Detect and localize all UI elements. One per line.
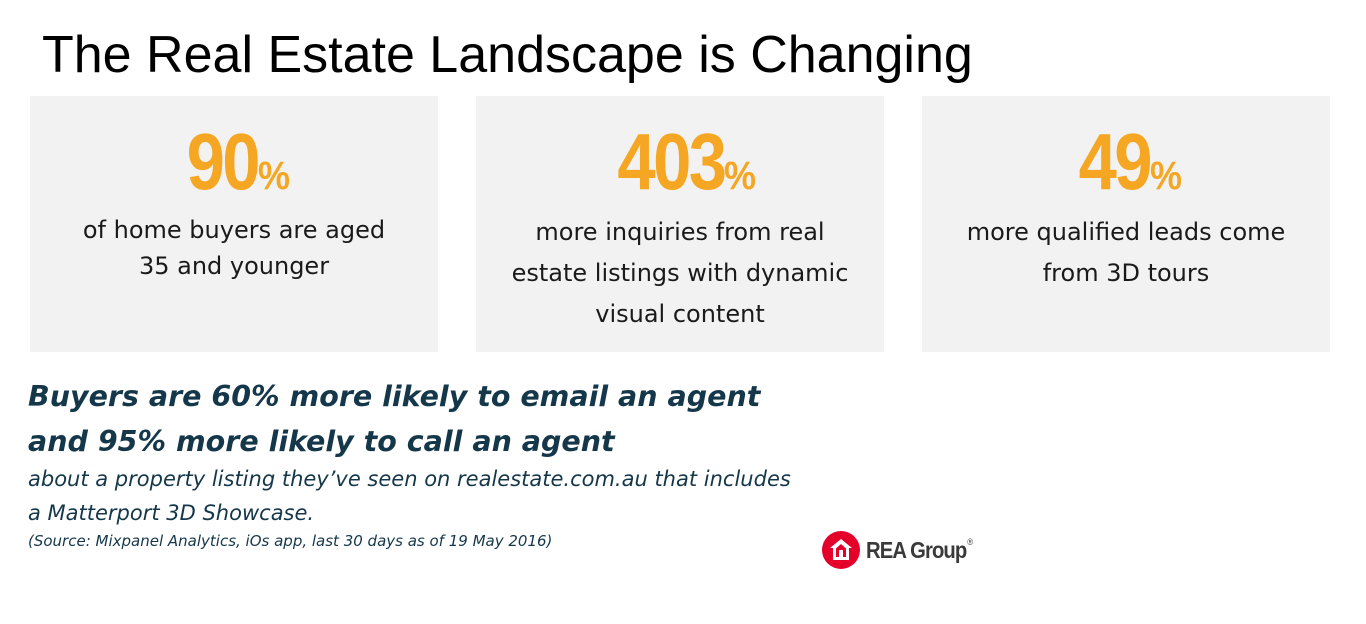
stat-value: 49% [922,122,1330,202]
stat-number: 49 [1078,117,1152,206]
stat-description-line: more inquiries from real [535,218,825,246]
logo-text: REA Group® [866,536,973,564]
stat-unit: % [724,154,757,198]
subtext: about a property listing they’ve seen on… [28,462,791,530]
subtext-line: a Matterport 3D Showcase. [28,501,315,525]
stat-number: 90 [186,117,260,206]
headline-line: Buyers are 60% more likely to email an a… [28,380,761,413]
registered-mark: ® [967,536,973,547]
stat-description-line: visual content [595,300,765,328]
stat-card-inquiries: 403% more inquiries from real estate lis… [476,96,884,352]
stat-description: more qualified leads come from 3D tours [946,212,1306,294]
stat-value: 403% [476,122,884,202]
stat-description-line: 35 and younger [138,252,330,280]
stat-number: 403 [617,117,727,206]
stat-description-line: more qualified leads come [966,218,1286,246]
rea-group-logo: REA Group® [822,530,987,570]
stat-description: more inquiries from real estate listings… [500,212,860,335]
stat-card-young-buyers: 90% of home buyers are aged 35 and young… [30,96,438,352]
stat-description-line: of home buyers are aged [82,216,386,244]
rea-house-icon [822,531,860,569]
source-note: (Source: Mixpanel Analytics, iOs app, la… [28,532,553,550]
logo-wordmark: REA Group [866,536,967,563]
stat-description-line: from 3D tours [1042,259,1210,287]
stat-card-qualified-leads: 49% more qualified leads come from 3D to… [922,96,1330,352]
headline-line: and 95% more likely to call an agent [28,425,615,458]
stat-description-line: estate listings with dynamic [511,259,849,287]
stat-value: 90% [30,122,438,202]
page-title: The Real Estate Landscape is Changing [42,26,973,84]
stat-unit: % [1149,154,1182,198]
stat-unit: % [257,154,290,198]
subtext-line: about a property listing they’ve seen on… [28,467,791,491]
headline: Buyers are 60% more likely to email an a… [28,374,760,464]
stat-description: of home buyers are aged 35 and younger [64,212,404,284]
